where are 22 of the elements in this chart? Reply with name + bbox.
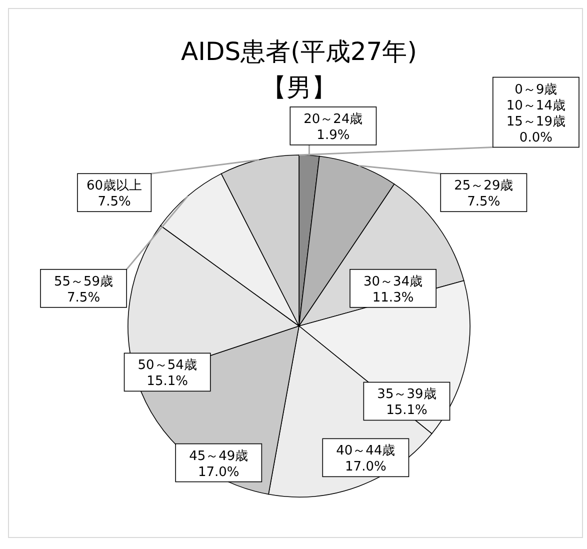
slice-label: 45～49歳 — [189, 448, 248, 464]
slice-label: 25～29歳 — [454, 178, 514, 194]
data-label: 17.0% — [198, 464, 240, 480]
text: 0.0% — [519, 130, 552, 146]
data-label: 11.3% — [372, 290, 414, 306]
slice-label: 35～39歳 — [377, 387, 436, 402]
data-label: 7.5% — [467, 194, 500, 210]
category-label: 0～9歳 10～14歳 15～19歳 — [506, 82, 566, 130]
slice-label: 40～44歳 — [336, 444, 396, 459]
slice-label: 30～34歳 — [364, 274, 423, 290]
slice-label: 50～54歳 — [138, 358, 197, 374]
chart-subtitle: 【男】 — [262, 73, 336, 102]
data-label: 15.1% — [386, 403, 428, 418]
slice-label: 55～59歳 — [54, 274, 114, 290]
data-label: 7.5% — [98, 194, 131, 210]
slice-label: 20～24歳 — [304, 112, 363, 127]
data-label: 7.5% — [67, 290, 100, 306]
data-label: 17.0% — [345, 460, 386, 475]
data-label: 15.1% — [146, 374, 188, 390]
chart-title: AIDS患者(平成27年) — [181, 37, 417, 66]
slice-label: 60歳以上 — [86, 178, 142, 194]
data-label: 1.9% — [316, 128, 350, 143]
